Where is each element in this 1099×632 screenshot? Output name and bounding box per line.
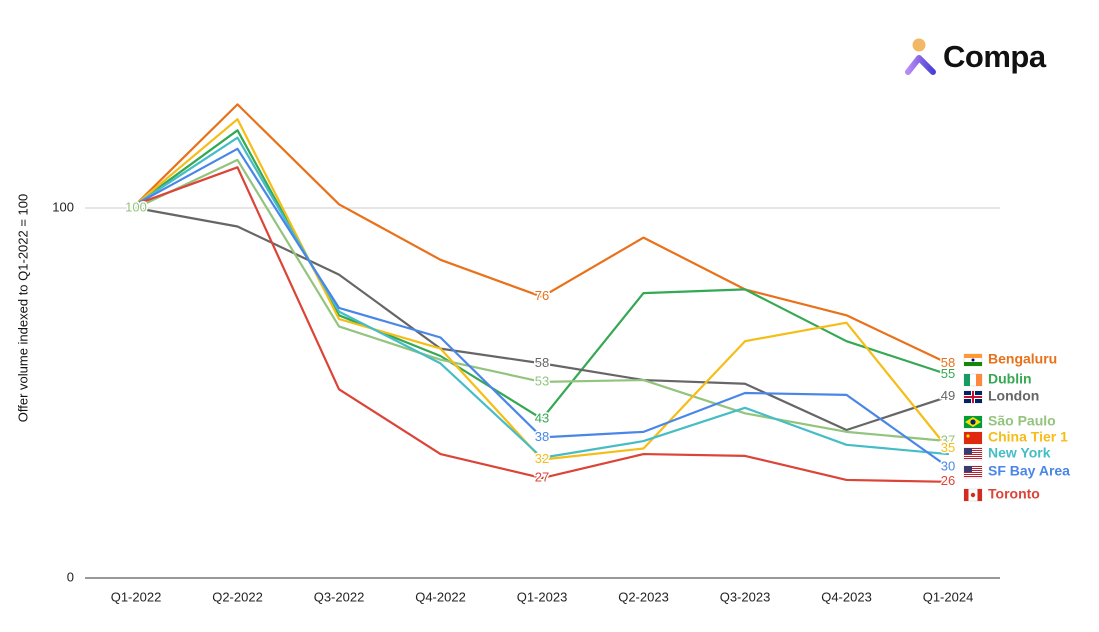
uk-flag-icon (963, 390, 983, 404)
legend-label: Toronto (988, 486, 1040, 502)
data-label: 37 (941, 433, 955, 448)
data-label: 55 (941, 366, 955, 381)
series-line-china-tier-1 (134, 118, 950, 461)
x-tick-label: Q2-2022 (212, 589, 263, 604)
series-line-sf-bay-area (134, 147, 950, 469)
us-flag-icon (963, 465, 983, 479)
y-axis-title: Offer volume indexed to Q1-2022 = 100 (15, 194, 30, 423)
legend-label: London (988, 388, 1039, 404)
legend-item-london: London (963, 388, 1039, 404)
x-tick-label: Q2-2023 (618, 589, 669, 604)
data-label: 100 (125, 199, 147, 214)
data-label: 26 (941, 473, 955, 488)
data-label: 35 (941, 440, 955, 455)
legend-label: SF Bay Area (988, 463, 1070, 479)
legend-item-dublin: Dublin (963, 371, 1032, 387)
legend-label: China Tier 1 (988, 429, 1068, 445)
series-line-toronto (134, 166, 950, 483)
data-label: 49 (941, 388, 955, 403)
data-label: 38 (535, 429, 549, 444)
x-tick-label: Q4-2023 (821, 589, 872, 604)
legend-item-china-tier-1: China Tier 1 (963, 429, 1068, 445)
compa-logo: Compa (905, 38, 1046, 76)
legend-label: New York (988, 445, 1051, 461)
canada-flag-icon (963, 488, 983, 502)
brazil-flag-icon (963, 415, 983, 429)
series-line-london (134, 206, 950, 432)
legend-label: Dublin (988, 371, 1032, 387)
legend-label: Bengaluru (988, 351, 1057, 367)
data-label: 43 (535, 410, 549, 425)
data-label: 32 (535, 451, 549, 466)
series-line-bengaluru (134, 103, 950, 365)
data-label: 76 (535, 288, 549, 303)
data-label: 53 (535, 373, 549, 388)
y-tick-label: 100 (52, 199, 74, 214)
x-tick-label: Q1-2023 (517, 589, 568, 604)
legend-item-s-o-paulo: São Paulo (963, 413, 1056, 429)
x-tick-label: Q1-2022 (111, 589, 162, 604)
data-label: 58 (941, 355, 955, 370)
data-label: 30 (941, 458, 955, 473)
x-tick-label: Q3-2023 (720, 589, 771, 604)
x-tick-label: Q4-2022 (415, 589, 466, 604)
compa-logo-text: Compa (943, 39, 1046, 74)
data-label: 27 (535, 470, 549, 485)
legend-item-new-york: New York (963, 445, 1051, 461)
legend-label: São Paulo (988, 413, 1056, 429)
series-line-dublin (134, 129, 950, 420)
data-label: 58 (535, 355, 549, 370)
legend-item-toronto: Toronto (963, 486, 1040, 502)
y-tick-label: 0 (67, 569, 74, 584)
compa-logo-icon (905, 38, 936, 75)
axes: 0 100 Q1-2022 Q2-2022 Q3-2022 Q4-2022 Q1-2023 Q… (52, 199, 1000, 604)
x-tick-label: Q1-2024 (923, 589, 974, 604)
x-tick-label: Q3-2022 (314, 589, 365, 604)
legend-item-sf-bay-area: SF Bay Area (963, 463, 1070, 479)
legend-item-bengaluru: Bengaluru (963, 351, 1057, 367)
china-flag-icon (963, 431, 983, 445)
series-line-s-o-paulo (134, 158, 950, 443)
india-flag-icon (963, 353, 983, 367)
ireland-flag-icon (963, 373, 983, 387)
series-line-new-york (134, 136, 950, 459)
us-flag-icon (963, 447, 983, 461)
series-lines (134, 103, 950, 483)
